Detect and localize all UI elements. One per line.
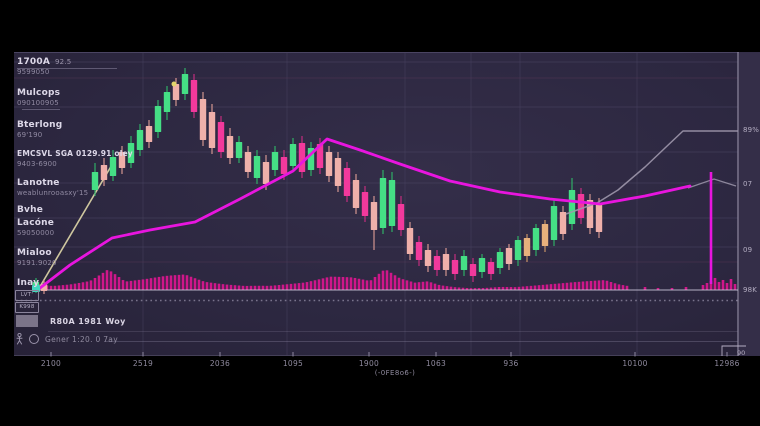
moving-average-line — [38, 137, 692, 290]
chart-panel — [14, 52, 760, 356]
horizontal-gridlines — [14, 61, 738, 263]
gray-line-short — [687, 178, 737, 189]
tan-trendline — [37, 162, 114, 291]
price-axis-column — [739, 52, 760, 356]
corner-bracket — [721, 345, 746, 356]
candlesticks — [32, 68, 603, 294]
x-axis-ticks — [50, 352, 728, 357]
volume-bars — [33, 270, 737, 290]
vertical-gridlines — [142, 52, 638, 356]
